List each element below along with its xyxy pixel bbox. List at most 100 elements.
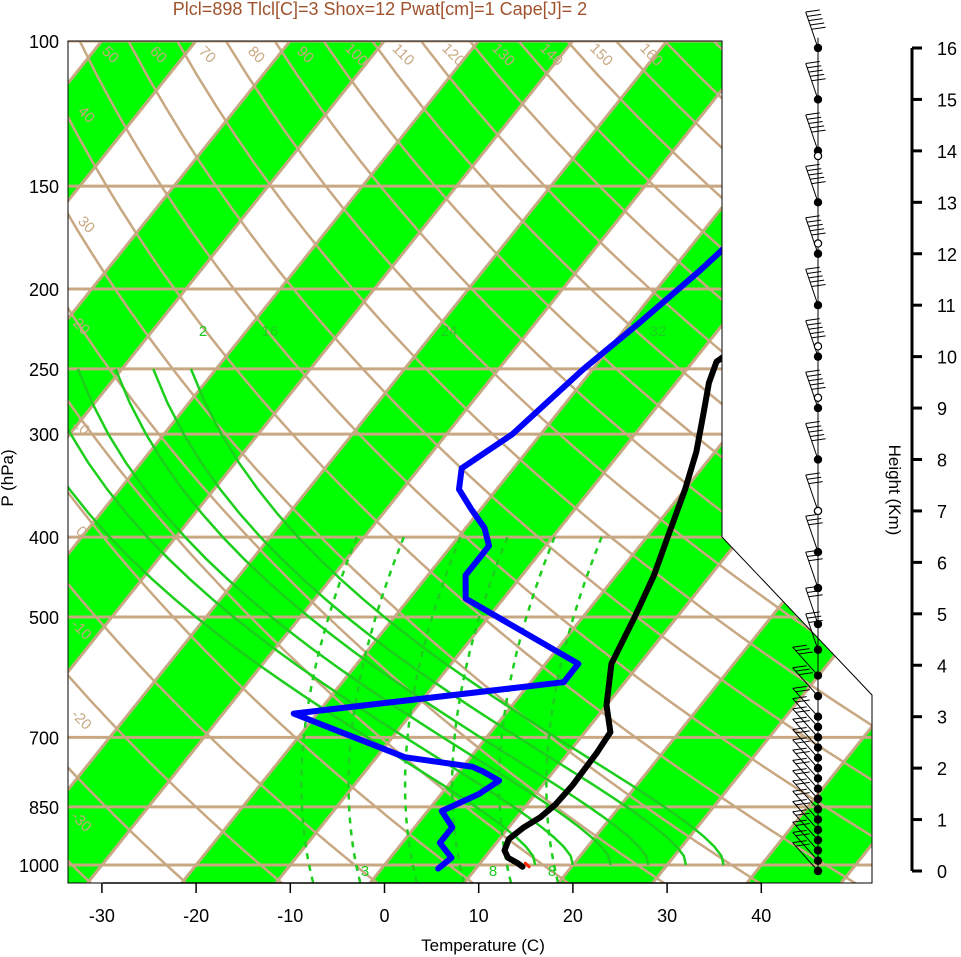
y-tick-label: 150: [29, 177, 59, 197]
height-tick-label: 6: [937, 553, 947, 573]
wind-barb-flag: [808, 558, 823, 562]
wind-barb-flag: [792, 788, 807, 792]
wind-barb-flag: [808, 121, 823, 125]
moist-adiabat-2: [76, 368, 612, 866]
wind-barb-flag: [807, 271, 822, 275]
wind-barb-flag: [795, 761, 810, 765]
wind-barb-staff: [792, 821, 819, 851]
wind-barb-flag: [808, 522, 823, 526]
dry-adiabat-500: [909, 41, 961, 886]
wind-hollow-dot: [813, 151, 823, 161]
wind-barb-staff: [792, 790, 819, 820]
wind-barb-flag: [808, 481, 823, 485]
wind-barb-staff: [805, 63, 819, 100]
height-tick-label: 12: [937, 245, 957, 265]
x-tick-label: 20: [563, 906, 583, 926]
wind-barb-flag: [810, 22, 825, 26]
wind-barb-flag: [795, 802, 810, 806]
moist-adiabat-5: [189, 368, 725, 866]
isotherm--50: [68, 41, 590, 883]
x-tick-label: 10: [469, 906, 489, 926]
dry-adiabat-310: [68, 41, 765, 883]
wind-barb-flag: [792, 716, 807, 720]
wind-barb-flag: [792, 696, 807, 700]
wind-barb-flag: [795, 709, 810, 713]
wind-barb-flag: [805, 9, 820, 13]
wind-barb-staff: [805, 613, 819, 650]
wind-barb-flag: [795, 730, 810, 734]
wind-barb-flag: [807, 615, 822, 619]
wind-barb-staff: [792, 646, 819, 676]
mixing-ratio-line-0: [300, 536, 358, 883]
wind-barb-flag: [808, 594, 823, 598]
dry-adiabat-340: [127, 41, 872, 883]
dry-adiabat-320: [68, 41, 861, 883]
isotherm--30: [70, 41, 779, 883]
wind-barb-staff: [792, 718, 819, 748]
wind-barb-flag: [792, 737, 807, 741]
isotherm--60: [68, 41, 496, 883]
wind-barb-flag: [805, 318, 820, 322]
wind-barb-flag: [807, 322, 822, 326]
wind-barb-flag: [795, 648, 810, 652]
mixing-ratio-label: 3: [361, 863, 369, 880]
height-tick-label: 16: [937, 39, 957, 59]
wind-hollow-dot: [813, 506, 823, 516]
wind-barb-column: [792, 9, 826, 876]
wind-barb-flag: [805, 266, 820, 270]
wind-barb-staff: [792, 842, 819, 872]
wind-barb-staff: [792, 667, 819, 697]
wind-barb-flag: [795, 792, 810, 796]
wind-barb-flag: [808, 378, 823, 382]
y-tick-label: 100: [29, 32, 59, 52]
wind-barb-flag: [808, 69, 823, 73]
dry-adiabat-280: [68, 41, 478, 883]
wind-barb-staff: [792, 729, 819, 759]
height-tick-label: 15: [937, 90, 957, 110]
wind-barb-staff: [805, 423, 819, 460]
y-tick-label: 300: [29, 425, 59, 445]
wind-barb-flag: [805, 112, 820, 116]
height-tick-label: 0: [937, 862, 947, 882]
height-tick-label: 3: [937, 708, 947, 728]
wind-barb-flag: [795, 720, 810, 724]
height-tick-label: 11: [937, 296, 956, 316]
wind-barb-staff: [792, 780, 819, 810]
band--40: [68, 41, 778, 883]
mixing-ratio-line-3: [450, 536, 509, 883]
wind-barb-staff: [805, 166, 819, 203]
wind-barb-flag: [811, 232, 826, 236]
wind-barb-flag: [807, 65, 822, 69]
wind-barb-flag: [792, 706, 807, 710]
isotherm--70: [68, 41, 402, 883]
band-20: [542, 41, 872, 883]
x-axis: -30 -20 -10 0 10 20 30 40: [89, 882, 771, 926]
dry-adiabat-390: [371, 41, 872, 883]
isotherm-label: 0: [734, 458, 752, 476]
dry-adiabat-330: [78, 41, 872, 883]
dry-adiabat-350: [176, 41, 872, 883]
mixing-ratio-label: 8: [489, 863, 497, 880]
parcel-line: [523, 861, 531, 869]
wind-barb-flag: [808, 223, 823, 227]
wind-barb-flag: [798, 651, 813, 655]
wind-barb-flag: [792, 747, 807, 751]
wind-barb-staff: [805, 114, 819, 152]
wind-barb-flag: [805, 369, 820, 373]
dry-adiabat-380: [322, 41, 872, 883]
height-tick-label: 1: [937, 811, 947, 831]
wind-barb-flag: [795, 668, 810, 672]
wind-barb-flag: [805, 163, 820, 167]
wind-barb-staff: [792, 708, 819, 738]
wind-barb-flag: [795, 812, 810, 816]
height-tick-label: 8: [937, 451, 947, 471]
isotherm-label: 10: [751, 538, 775, 562]
height-tick-label: 9: [937, 399, 947, 419]
dry-adiabat-250: [68, 41, 191, 883]
wind-barb-flag: [792, 809, 807, 813]
isotherm-40: [729, 41, 872, 883]
wind-hollow-dot: [813, 239, 823, 248]
y-axis: 100 150 200 250 300 400 500 700 850 1000: [19, 32, 59, 876]
